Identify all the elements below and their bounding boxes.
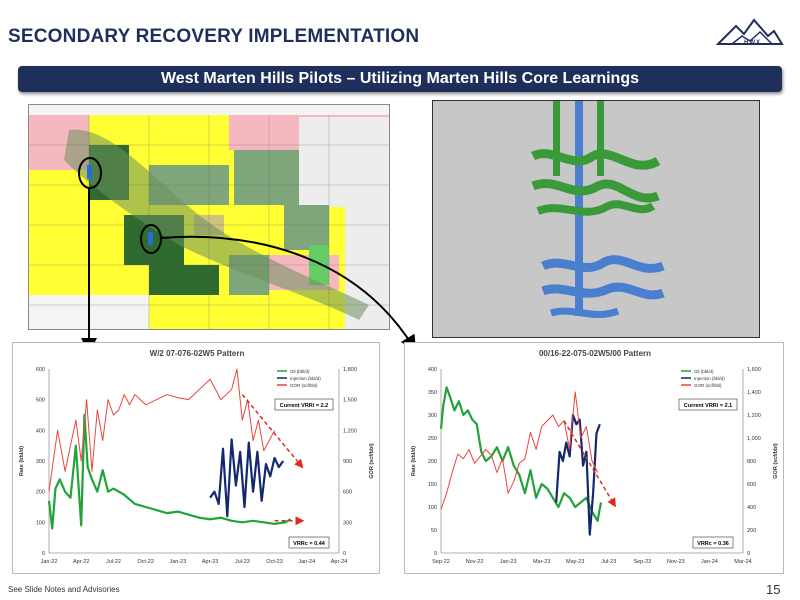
chart-left-x-tick: Jan-22 (41, 559, 58, 565)
chart-right-y2-tick: 1,000 (747, 436, 761, 442)
chart-right-y2-tick: 1,400 (747, 390, 761, 396)
chart-left-x-tick: Jan-24 (298, 559, 315, 565)
chart-right-series-2 (440, 391, 599, 510)
chart-right-y-tick: 300 (428, 413, 437, 419)
chart-right-y-tick: 150 (428, 482, 437, 488)
hwx-logo (716, 18, 784, 45)
chart-right-y-tick: 50 (431, 528, 437, 534)
map-icon (29, 105, 389, 329)
chart-right-vrrc-text: VRRc = 0.36 (697, 541, 729, 547)
page-number: 15 (766, 582, 781, 597)
chart-right-vrrc-box (692, 536, 734, 549)
chart-right-x-tick: Nov-23 (667, 559, 685, 565)
chart-right-x-tick: Sep-22 (432, 559, 450, 565)
chart-right-y-label: Rate (bbl/d) (411, 446, 417, 476)
chart-right-y2-tick: 0 (747, 551, 750, 557)
chart-right-x-tick: Mar-24 (734, 559, 751, 565)
chart-right-x-tick: Jan-24 (701, 559, 718, 565)
chart-left-y-tick: 300 (36, 459, 45, 465)
chart-right-x-tick: Sep-23 (633, 559, 651, 565)
chart-left-x-tick: Oct-23 (266, 559, 283, 565)
chart-right-x-tick: Mar-23 (533, 559, 550, 565)
chart-left-title: W/2 07-076-02W5 Pattern (150, 349, 245, 358)
chart-right-y2-tick: 400 (747, 505, 756, 511)
chart-right-y-tick: 400 (428, 367, 437, 373)
chart-left-series-2 (48, 368, 275, 492)
chart-00-16-22-075-02w5: 00/16-22-075-02W5/00 Pattern 0 50 100 150 200… (404, 342, 784, 574)
chart-right-y-tick: 350 (428, 390, 437, 396)
chart-left-x-tick: Oct-22 (137, 559, 154, 565)
chart-left-series-1 (209, 438, 285, 518)
section-banner: West Marten Hills Pilots – Utilizing Mar… (18, 66, 782, 92)
chart-right-legend-label: Oil (bbl/d) (694, 369, 714, 374)
chart-right-y2-tick: 1,200 (747, 413, 761, 419)
chart-left-legend-label: GOR (scf/bbl) (290, 383, 318, 388)
chart-right-y-tick: 250 (428, 436, 437, 442)
chart-left-y-tick: 200 (36, 490, 45, 496)
chart-left-y-tick: 100 (36, 520, 45, 526)
chart-right-y-tick: 0 (434, 551, 437, 557)
chart-left-x-tick: Jul-22 (106, 559, 121, 565)
chart-left-y2-tick: 600 (343, 490, 352, 496)
chart-left-x-tick: Jul-23 (235, 559, 250, 565)
chart-left-y-tick: 600 (36, 367, 45, 373)
chart-right-series-1 (555, 413, 601, 536)
chart-right-vrri-text: Current VRRi = 2.1 (684, 403, 732, 409)
3d-well-model-icon (530, 101, 665, 318)
chart-right-series-0 (439, 386, 603, 522)
footer-note: See Slide Notes and Advisories (8, 585, 120, 594)
chart-left-y-tick: 500 (36, 398, 45, 404)
chart-left-series-0 (47, 413, 292, 530)
chart-left-x-tick: Apr-22 (73, 559, 90, 565)
chart-left-y2-tick: 900 (343, 459, 352, 465)
chart-left-x-tick: Jan-23 (169, 559, 186, 565)
chart-left-legend-label: Injection (bbl/d) (290, 376, 321, 381)
chart-right-y-tick: 100 (428, 505, 437, 511)
chart-left-vrri-box (274, 398, 334, 411)
chart-right-trend-arrow (563, 420, 616, 508)
chart-left-trend-arrow (241, 394, 304, 469)
chart-left-x-tick: Apr-23 (202, 559, 219, 565)
chart-left-y2-tick: 1,800 (343, 367, 357, 373)
chart-left-vrri-text: Current VRRi = 2.2 (280, 403, 328, 409)
chart-right-x-tick: Jan-23 (500, 559, 517, 565)
chart-right-y-tick: 200 (428, 459, 437, 465)
slide-title: SECONDARY RECOVERY IMPLEMENTATION (8, 26, 420, 47)
chart-left-y2-tick: 300 (343, 520, 352, 526)
chart-right-vrri-box (678, 398, 738, 411)
chart-w2-07-076-02w5: W/2 07-076-02W5 Pattern 0 100 200 300 400 500 6… (12, 342, 380, 574)
chart-right-y2-label: GOR (scf/bbl) (773, 443, 779, 479)
chart-right-y2-tick: 600 (747, 482, 756, 488)
chart-right-legend-label: GOR (scf/bbl) (694, 383, 722, 388)
chart-left-y-tick: 0 (42, 551, 45, 557)
chart-right-y2-tick: 800 (747, 459, 756, 465)
chart-right-y2-tick: 1,600 (747, 367, 761, 373)
chart-right-y2-tick: 200 (747, 528, 756, 534)
chart-left-y2-label: GOR (scf/bbl) (369, 443, 375, 479)
chart-right-x-tick: Nov-22 (466, 559, 484, 565)
chart-right-x-tick: May-23 (566, 559, 584, 565)
land-map (28, 104, 390, 330)
chart-left-vrrc-box (288, 536, 330, 549)
chart-left-y2-tick: 1,500 (343, 398, 357, 404)
chart-left-vrrc-text: VRRc = 0.44 (293, 541, 326, 547)
chart-left-y-tick: 400 (36, 428, 45, 434)
well-3d-model (432, 100, 760, 338)
chart-right-legend-label: Injection (bbl/d) (694, 376, 725, 381)
chart-plot-left: W/2 07-076-02W5 Pattern 0 100 200 300 400 500 6… (19, 349, 375, 565)
chart-left-y2-tick: 1,200 (343, 428, 357, 434)
chart-right-x-tick: Jul-23 (601, 559, 616, 565)
chart-left-y2-tick: 0 (343, 551, 346, 557)
chart-left-x-tick: Apr-24 (331, 559, 348, 565)
chart-plot-right: 00/16-22-075-02W5/00 Pattern 0 50 100 150 200… (411, 349, 779, 565)
logo-text: HWX (744, 40, 761, 46)
chart-right-title: 00/16-22-075-02W5/00 Pattern (539, 349, 651, 358)
chart-left-legend-label: Oil (bbl/d) (290, 369, 310, 374)
chart-left-y-label: Rate (bbl/d) (19, 446, 25, 476)
